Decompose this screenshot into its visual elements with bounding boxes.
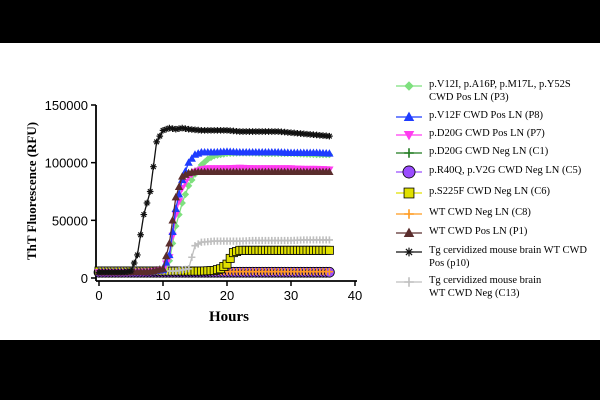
series-layer: [93, 124, 335, 278]
series-3: [94, 164, 334, 277]
x-tick-label: 30: [284, 288, 298, 303]
data-point: [162, 251, 171, 260]
legend-item: WT CWD Neg LN (C8): [395, 207, 600, 221]
legend-marker: [396, 209, 422, 219]
data-point: [325, 236, 333, 244]
data-point: [140, 211, 148, 218]
y-axis-label: ThT Fluorescence (RFU): [24, 122, 39, 260]
data-point: [159, 127, 167, 134]
legend-item: p.V12I, p.A16P, p.M17L, p.Y52S CWD Pos L…: [395, 79, 600, 104]
legend-marker-shape: [403, 130, 415, 141]
data-point: [187, 154, 196, 162]
series-8: [94, 167, 334, 276]
axes: 0 50000 100000 150000 0 10 20 30 40: [45, 98, 363, 303]
legend-label: p.S225F CWD Neg LN (C6): [429, 186, 551, 197]
legend-label: WT CWD Neg LN (C8): [429, 207, 531, 218]
x-tick-label: 40: [348, 288, 362, 303]
data-point: [325, 149, 334, 157]
data-point: [181, 190, 190, 199]
legend-marker: [396, 148, 422, 158]
legend-item: p.S225F CWD Neg LN (C6): [395, 186, 600, 200]
legend-marker: [396, 165, 422, 179]
x-axis-label: Hours: [209, 309, 249, 325]
legend-item: Tg cervidized mouse brain WT CWD Neg (C1…: [395, 275, 600, 300]
data-point: [158, 264, 168, 272]
legend-marker-shape: [404, 148, 414, 158]
series-line: [99, 167, 330, 273]
legend-item: p.D20G CWD Pos LN (P7): [395, 128, 600, 142]
y-tick-label: 0: [81, 271, 88, 286]
legend-marker: [396, 247, 422, 257]
legend-marker: [396, 130, 422, 141]
data-point: [184, 182, 193, 190]
legend-label: p.D20G CWD Neg LN (C1): [429, 146, 549, 157]
y-tick-label: 50000: [52, 213, 88, 228]
data-point: [162, 125, 170, 133]
data-point: [168, 216, 177, 224]
x-tick-label: 0: [95, 288, 102, 303]
data-point: [188, 176, 196, 184]
data-point: [130, 259, 138, 267]
series-9: [95, 124, 333, 276]
legend: p.V12I, p.A16P, p.M17L, p.Y52S CWD Pos L…: [395, 79, 600, 300]
legend-marker-shape: [404, 81, 414, 91]
data-point: [325, 268, 333, 276]
data-point: [165, 239, 174, 247]
legend-marker-shape: [403, 111, 415, 122]
legend-label: p.D20G CWD Pos LN (P7): [429, 128, 545, 139]
legend-marker-shape: [403, 227, 415, 238]
data-point: [153, 138, 160, 146]
data-point: [324, 245, 334, 255]
y-tick-label: 150000: [45, 98, 88, 113]
legend-item: p.V12F CWD Pos LN (P8): [395, 110, 600, 124]
legend-label: WT CWD Pos LN (P1): [429, 226, 528, 237]
legend-marker: [396, 227, 422, 238]
data-point: [174, 182, 184, 191]
data-point: [156, 132, 164, 140]
figure-panel: 0 50000 100000 150000 0 10 20 30 40 Hours ThT Fl…: [0, 43, 600, 340]
data-point: [137, 231, 144, 239]
legend-item: p.D20G CWD Neg LN (C1): [395, 146, 600, 160]
data-point: [326, 132, 333, 140]
legend-marker: [396, 81, 422, 91]
legend-label: p.V12I, p.A16P, p.M17L, p.Y52S CWD Pos L…: [429, 79, 571, 103]
legend-item: WT CWD Pos LN (P1): [395, 226, 600, 240]
data-point: [146, 188, 154, 195]
x-tick-label: 20: [220, 288, 234, 303]
data-point: [171, 192, 180, 201]
data-point: [184, 158, 193, 166]
data-point: [188, 253, 196, 261]
data-point: [150, 163, 157, 171]
legend-label: p.R40Q, p.V2G CWD Neg LN (C5): [429, 165, 582, 176]
legend-item: Tg cervidized mouse brain WT CWD Pos (p1…: [395, 245, 600, 270]
legend-marker-shape: [402, 165, 416, 179]
legend-marker: [396, 277, 422, 287]
data-point: [134, 251, 141, 259]
legend-marker-shape: [404, 277, 414, 287]
chart-area: 0 50000 100000 150000 0 10 20 30 40 Hours ThT Fl…: [24, 98, 363, 325]
legend-marker-shape: [403, 187, 415, 199]
data-point: [325, 167, 334, 176]
data-point: [185, 265, 193, 273]
y-tick-label: 100000: [45, 156, 88, 171]
legend-marker: [396, 187, 422, 199]
legend-item: p.R40Q, p.V2G CWD Neg LN (C5): [395, 165, 600, 179]
x-tick-label: 10: [156, 288, 170, 303]
legend-marker-shape: [404, 247, 414, 257]
legend-marker-shape: [404, 209, 414, 219]
legend-label: p.V12F CWD Pos LN (P8): [429, 110, 544, 121]
data-point: [127, 267, 135, 275]
legend-marker: [396, 111, 422, 122]
legend-label: Tg cervidized mouse brain WT CWD Neg (C1…: [429, 275, 542, 299]
legend-label: Tg cervidized mouse brain WT CWD Pos (p1…: [429, 245, 587, 269]
data-point: [143, 199, 151, 207]
series-line: [99, 171, 330, 273]
